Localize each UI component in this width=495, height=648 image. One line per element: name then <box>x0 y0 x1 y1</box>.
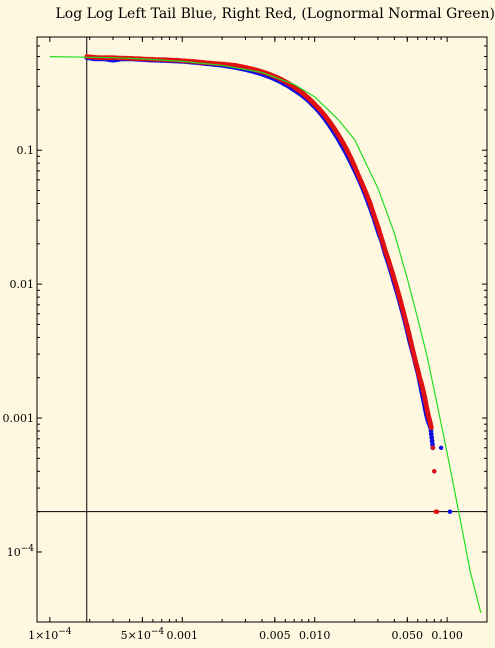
data-point <box>428 425 434 430</box>
plot-frame <box>36 36 488 623</box>
y-tick-label: 0.001 <box>3 412 35 425</box>
x-tick-label: 5×10−4 <box>121 627 165 642</box>
series-line <box>49 56 482 614</box>
axis-ticks: 1×10−4 5×10−4 0.001 0.005 0.010 0.050 0.1000.1… <box>3 37 487 642</box>
x-tick-label: 0.005 <box>259 629 291 642</box>
reference-lines <box>37 37 487 622</box>
data-point <box>430 445 435 450</box>
data-point <box>447 509 453 514</box>
data-point <box>432 469 437 474</box>
data-series <box>49 54 482 614</box>
x-tick-label: 1×10−4 <box>28 627 72 642</box>
x-tick-label: 0.001 <box>167 629 199 642</box>
y-tick-label: 10−4 <box>7 544 35 559</box>
data-point <box>434 509 440 514</box>
y-tick-label: 0.01 <box>10 278 35 291</box>
x-tick-label: 0.050 <box>392 629 424 642</box>
data-point <box>438 445 444 450</box>
x-tick-label: 0.010 <box>299 629 331 642</box>
series-2 <box>49 56 482 614</box>
series-1 <box>84 54 440 514</box>
chart-title: Log Log Left Tail Blue, Right Red, (Logn… <box>55 6 495 22</box>
y-tick-label: 0.1 <box>17 144 35 157</box>
x-tick-label: 0.100 <box>431 629 463 642</box>
plot-border <box>36 36 488 623</box>
